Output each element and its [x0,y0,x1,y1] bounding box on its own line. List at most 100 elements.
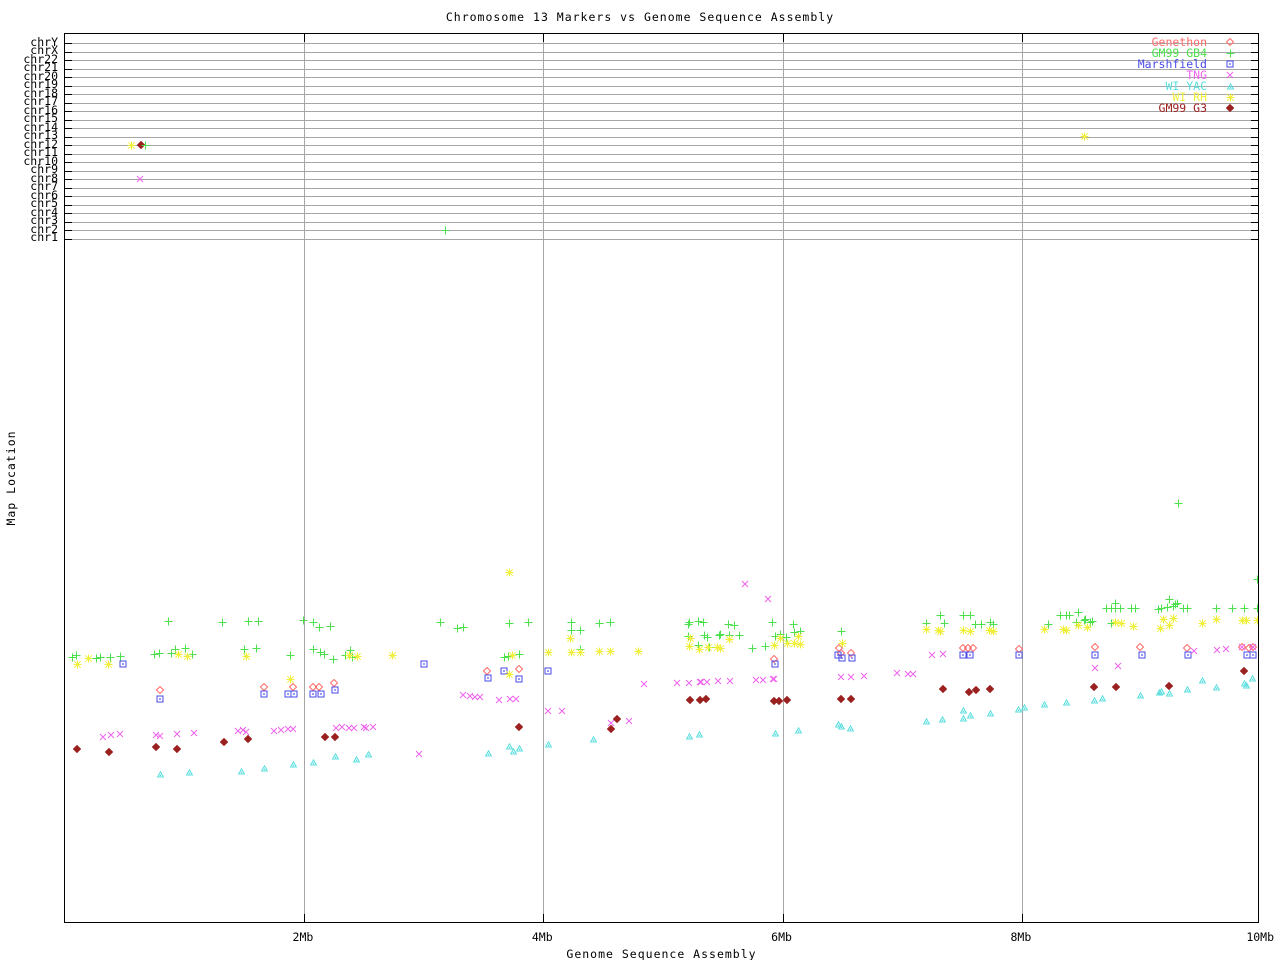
data-point [1131,604,1140,613]
data-point [242,652,251,661]
legend-label-wi_rh: WI RH [1172,89,1207,104]
data-point [1213,646,1221,654]
data-point [476,693,484,701]
data-point [238,767,246,775]
data-point [838,654,846,662]
data-point [922,717,930,725]
y-axis-tick-right [1251,119,1258,121]
data-point [965,688,974,696]
chrom-label: chr9 [30,162,58,177]
data-point [506,695,514,703]
data-point [715,631,724,640]
data-point [326,622,335,631]
data-point [726,677,734,685]
data-point [151,743,160,751]
data-point [484,749,492,757]
data-point [1249,651,1257,659]
data-point [299,616,308,625]
data-point [309,758,317,766]
data-point [1065,611,1074,620]
data-point [928,651,936,659]
data-point [524,618,533,627]
data-point [104,748,113,756]
data-point [136,175,144,183]
data-point [724,620,733,629]
data-point [512,695,520,703]
data-point [515,744,523,752]
data-point [137,141,146,150]
y-axis-tick-left [65,77,72,79]
data-point [141,141,150,150]
data-point [1089,683,1098,691]
data-point [625,717,633,725]
data-point [441,226,450,235]
data-point [959,706,967,714]
y-axis-tick-left [65,85,72,87]
data-point [576,626,585,635]
data-point [156,686,165,694]
data-point [240,645,249,654]
data-point [837,722,845,730]
data-point [1183,685,1191,693]
data-point [936,611,945,620]
y-axis-tick-right [1251,111,1258,113]
data-point [1228,604,1237,613]
y-axis-tick-right [1251,238,1258,240]
data-point [73,660,82,669]
data-point [1074,608,1083,617]
data-point [558,707,566,715]
legend-label-genethon: Genethon [1151,34,1207,49]
data-point [1129,622,1138,631]
data-point [1253,575,1258,584]
data-point [156,732,164,740]
data-point [759,676,767,684]
data-point [1156,624,1165,633]
x-axis-tick-bottom [1021,914,1023,922]
x-axis-tick-bottom [782,914,784,922]
data-point [684,620,693,629]
data-point [544,667,552,675]
data-point [606,647,615,656]
y-axis-tick-left [65,238,72,240]
data-point [164,617,173,626]
data-point [509,747,517,755]
v-gridline [303,34,305,922]
data-point [1158,687,1166,695]
data-point [1198,619,1207,628]
data-point [716,644,725,653]
data-point [289,760,297,768]
data-point [1074,621,1083,630]
data-point [771,729,779,737]
data-point [835,720,843,728]
y-axis-tick-right [1251,170,1258,172]
h-gridline [65,85,1258,87]
data-point [316,648,325,657]
data-point [348,653,357,662]
data-point [1117,619,1126,628]
data-point [106,653,115,662]
data-point [345,724,353,732]
chrom-label: chrX [30,43,58,57]
data-point [972,686,981,694]
y-axis-tick-right [1251,77,1258,79]
data-point [966,711,974,719]
data-point [790,639,799,648]
data-point [1165,689,1173,697]
data-point [940,619,949,628]
data-point [96,653,105,662]
data-point [959,611,968,620]
data-point [309,645,318,654]
h-gridline [65,170,1258,172]
h-gridline [65,153,1258,155]
y-axis-tick-left [65,213,72,215]
h-gridline [65,111,1258,113]
data-point [127,141,136,150]
data-point [321,733,330,741]
data-point [173,730,181,738]
data-point [515,650,524,659]
data-point [362,724,370,732]
data-point [119,660,127,668]
data-point [837,673,845,681]
gm99_g3-marker-icon [1226,104,1234,112]
